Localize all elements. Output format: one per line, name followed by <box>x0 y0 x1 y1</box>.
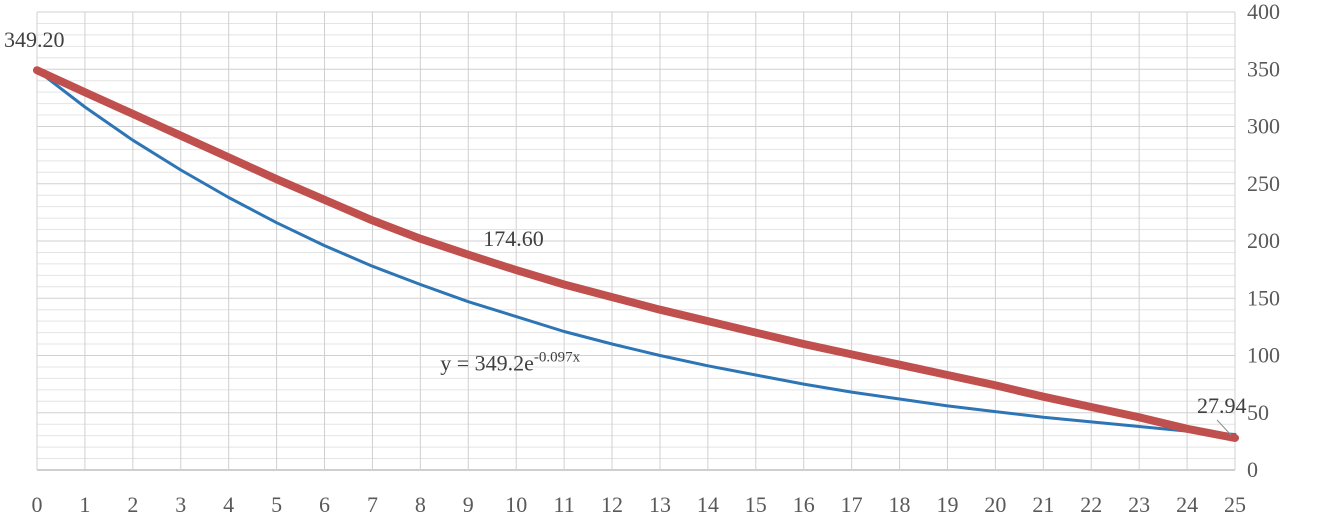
x-tick-label: 18 <box>889 492 911 517</box>
x-tick-label: 3 <box>175 492 186 517</box>
minor-gridlines <box>37 22 1235 460</box>
x-tick-label: 25 <box>1224 492 1246 517</box>
x-tick-label: 19 <box>936 492 958 517</box>
series-line-thick <box>33 66 1239 442</box>
trendline-equation-base: y = 349.2e <box>440 351 534 376</box>
y-tick-label: 250 <box>1247 171 1280 196</box>
x-tick-label: 16 <box>793 492 815 517</box>
x-tick-label: 14 <box>697 492 719 517</box>
data-label: 27.94 <box>1197 393 1247 418</box>
x-tick-label: 10 <box>505 492 527 517</box>
x-tick-label: 8 <box>415 492 426 517</box>
x-tick-label: 5 <box>271 492 282 517</box>
y-tick-label: 350 <box>1247 56 1280 81</box>
x-tick-label: 4 <box>223 492 234 517</box>
y-tick-label: 100 <box>1247 343 1280 368</box>
y-tick-label: 50 <box>1247 400 1269 425</box>
y-tick-labels: 0 50 100 150 200 250 300 350 400 <box>1247 0 1280 482</box>
data-label: 349.20 <box>4 27 65 52</box>
x-tick-label: 24 <box>1176 492 1198 517</box>
x-tick-label: 15 <box>745 492 767 517</box>
series-line-thin <box>35 68 1237 436</box>
x-tick-label: 7 <box>367 492 378 517</box>
y-tick-label: 400 <box>1247 0 1280 24</box>
x-tick-label: 6 <box>319 492 330 517</box>
x-tick-label: 17 <box>841 492 863 517</box>
x-tick-label: 1 <box>79 492 90 517</box>
trendline-equation: y = 349.2e-0.097x <box>440 350 580 376</box>
x-tick-label: 23 <box>1128 492 1150 517</box>
series-layer <box>33 66 1239 442</box>
x-tick-label: 13 <box>649 492 671 517</box>
x-tick-label: 20 <box>984 492 1006 517</box>
data-label-leader <box>1216 419 1232 436</box>
y-tick-label: 0 <box>1247 457 1258 482</box>
x-tick-label: 22 <box>1080 492 1102 517</box>
trendline-equation-exponent: -0.097x <box>534 350 581 366</box>
x-tick-labels: 0 1 2 3 4 5 6 7 8 9 10 11 12 13 14 15 16 17 18 19 20 21 22 23 24… <box>32 492 1247 517</box>
y-tick-label: 300 <box>1247 114 1280 139</box>
x-tick-label: 0 <box>32 492 43 517</box>
x-tick-label: 21 <box>1032 492 1054 517</box>
y-tick-label: 200 <box>1247 228 1280 253</box>
x-tick-label: 2 <box>127 492 138 517</box>
y-tick-label: 150 <box>1247 285 1280 310</box>
x-tick-label: 11 <box>554 492 575 517</box>
labels-layer: 349.20 174.60 27.94 y = 349.2e-0.097x <box>4 27 1247 436</box>
x-tick-label: 12 <box>601 492 623 517</box>
data-label: 174.60 <box>483 226 544 251</box>
x-tick-label: 9 <box>463 492 474 517</box>
major-gridlines <box>36 11 1236 471</box>
